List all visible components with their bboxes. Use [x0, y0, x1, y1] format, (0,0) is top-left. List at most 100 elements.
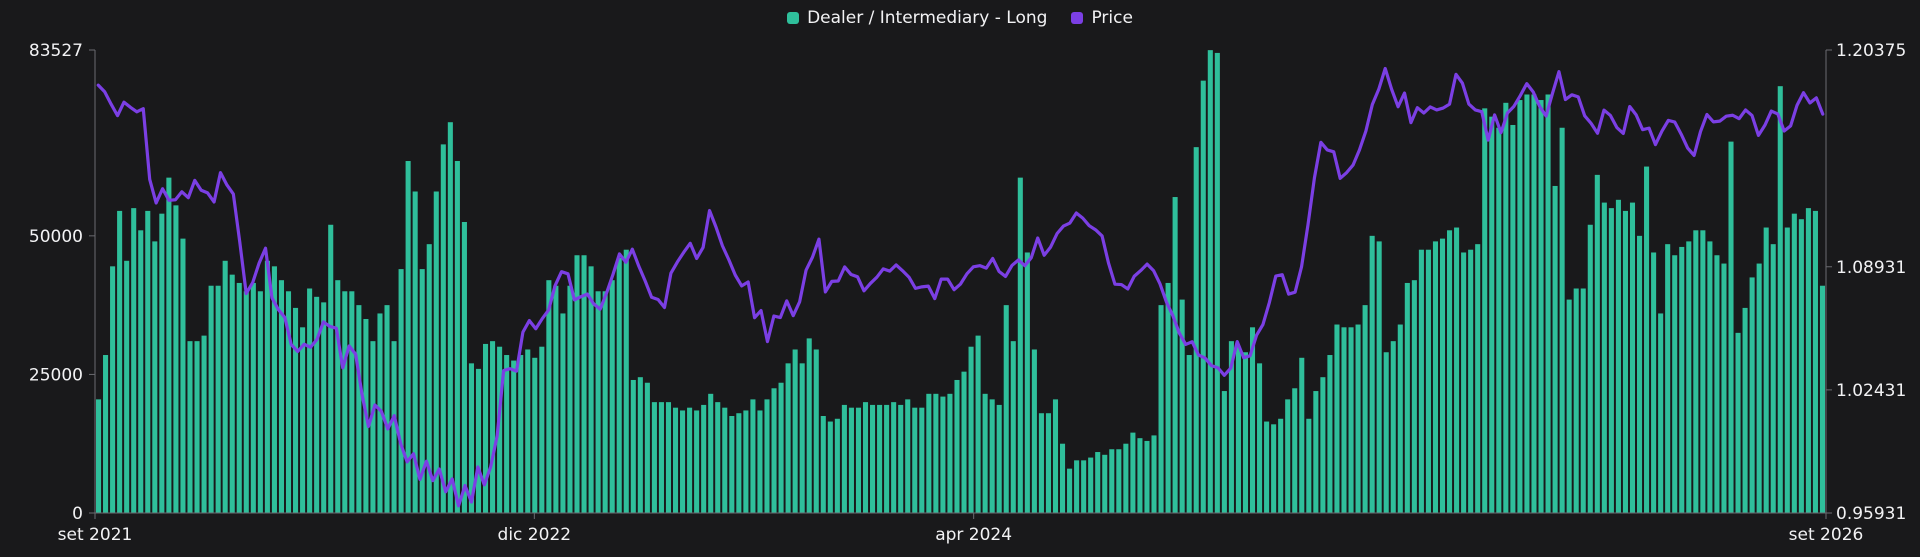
bar [173, 205, 179, 514]
bar [1742, 307, 1748, 513]
bar [1130, 432, 1136, 513]
y-left-tick-label: 0 [72, 504, 83, 524]
bar [1763, 227, 1769, 513]
bar [187, 341, 193, 513]
bar [1770, 244, 1776, 513]
bar [1496, 127, 1502, 513]
bar [208, 285, 214, 513]
bar [1665, 244, 1671, 513]
bar [532, 357, 538, 513]
bar [321, 302, 327, 513]
bar [440, 144, 446, 513]
bar [1608, 208, 1614, 513]
bar [461, 221, 467, 514]
bar [426, 244, 432, 513]
bar [1200, 80, 1206, 513]
bar-series-dealer-long [95, 50, 1826, 514]
bar [1735, 332, 1741, 513]
bar [1573, 288, 1579, 513]
bar [1404, 282, 1410, 513]
bar [764, 399, 770, 513]
bar [588, 266, 594, 513]
bar [891, 402, 897, 513]
bar [708, 393, 714, 513]
bar [278, 280, 285, 513]
bar [1249, 327, 1256, 513]
bar [778, 382, 784, 513]
bar [961, 371, 967, 513]
bar [567, 285, 573, 513]
bar [623, 249, 629, 513]
bar [1010, 341, 1016, 513]
bar [609, 280, 615, 513]
bar [236, 282, 242, 513]
y-right-tick-label: 1.20375 [1836, 41, 1906, 61]
bar [166, 177, 172, 513]
bar [1545, 94, 1551, 514]
bar [1587, 224, 1593, 513]
bar [1116, 449, 1122, 513]
bar [602, 291, 608, 513]
bar [870, 404, 876, 513]
bar [982, 393, 988, 513]
bar [1221, 391, 1227, 513]
bar [1791, 213, 1797, 514]
bar [180, 238, 186, 513]
bar [271, 266, 277, 513]
bar [862, 402, 869, 513]
bar [483, 343, 489, 513]
bar [1264, 421, 1270, 513]
bar [1095, 452, 1101, 513]
bar [750, 399, 756, 513]
bar [138, 230, 144, 514]
y-left-tick-label: 50000 [29, 227, 83, 247]
bar [433, 191, 439, 513]
bar [243, 291, 249, 513]
bar [1658, 313, 1664, 513]
legend-item-price[interactable]: Price [1071, 8, 1133, 28]
bar [968, 346, 974, 513]
bar [1461, 252, 1467, 513]
bar [806, 338, 812, 513]
bar [834, 418, 840, 513]
bar [1306, 418, 1312, 513]
bar [1468, 249, 1474, 513]
bar [1320, 377, 1326, 513]
bar [884, 404, 890, 513]
bar [1355, 324, 1361, 513]
bar [771, 388, 777, 513]
bar [1313, 391, 1319, 513]
bar [1214, 52, 1220, 514]
bar [1524, 94, 1530, 514]
bar [912, 407, 918, 513]
bar [342, 291, 348, 513]
y-left-tick-label: 25000 [29, 365, 83, 385]
bar [1038, 413, 1044, 513]
bar [975, 335, 981, 513]
bar [1418, 249, 1424, 513]
bar [1102, 454, 1108, 513]
bar [152, 241, 158, 513]
bar [658, 402, 664, 513]
bar [215, 285, 221, 513]
bar [736, 413, 742, 513]
bar [1151, 435, 1157, 513]
bar [687, 407, 693, 513]
x-tick-label: set 2021 [58, 525, 133, 545]
bar [743, 410, 749, 513]
bar [1024, 252, 1030, 513]
bar [651, 402, 657, 513]
bar [989, 399, 995, 513]
bar [1475, 244, 1481, 513]
bar [1651, 252, 1657, 513]
x-tick-label: set 2026 [1789, 525, 1864, 545]
legend-item-dealer-long[interactable]: Dealer / Intermediary - Long [787, 8, 1047, 28]
bar [722, 407, 728, 513]
bar [1052, 399, 1059, 513]
bar [518, 355, 524, 513]
bar [1784, 227, 1790, 513]
bar [701, 404, 707, 513]
bar [1777, 86, 1783, 514]
bar [1728, 141, 1734, 514]
